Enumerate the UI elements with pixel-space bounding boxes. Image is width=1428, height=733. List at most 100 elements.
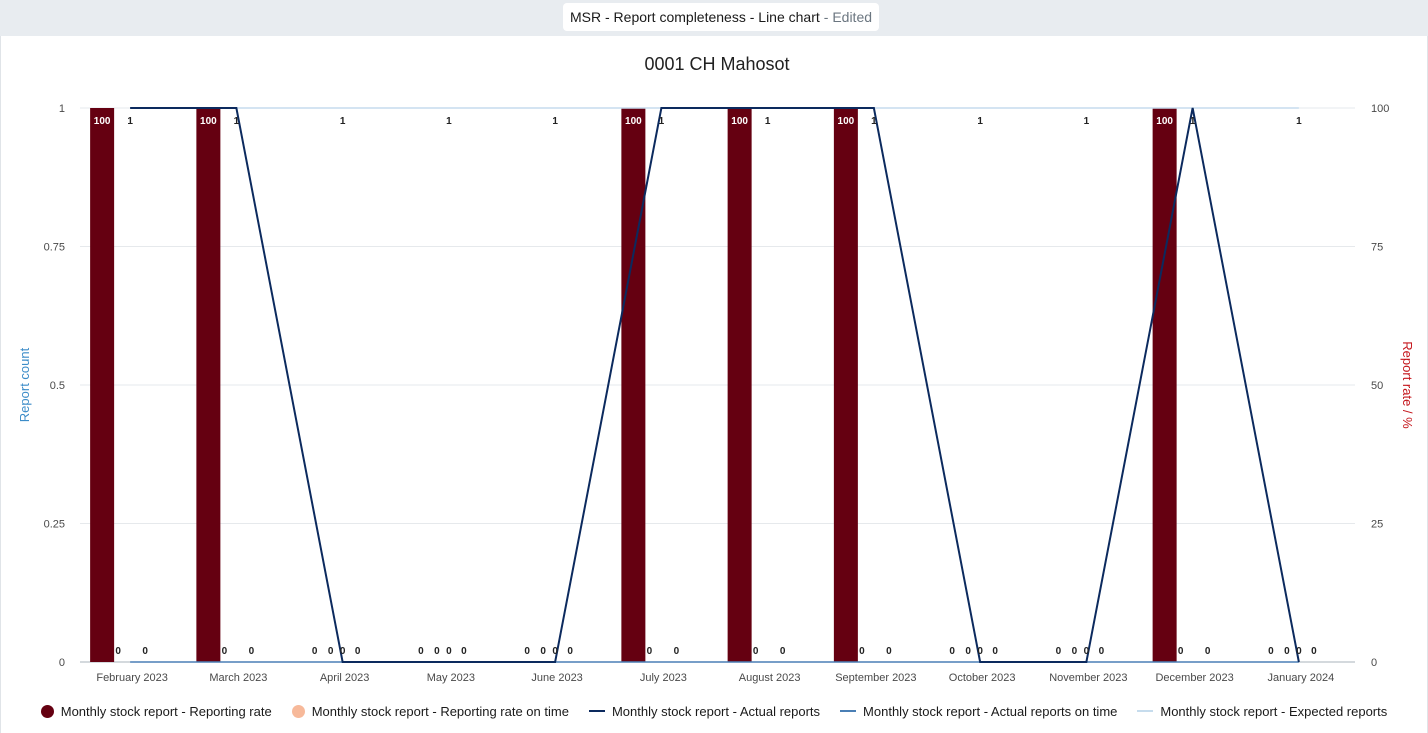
y2-tick-label: 50 [1371,380,1383,392]
expected-reports-data-label: 1 [977,116,983,127]
actual-reports-on-time-data-label: 0 [355,646,361,657]
reporting-rate-bar [90,108,115,662]
reporting-rate-on-time-data-label: 0 [965,646,971,657]
reporting-rate-on-time-data-label: 0 [222,646,228,657]
actual-reports-data-label: 0 [1084,646,1090,657]
actual-reports-on-time-data-label: 0 [1099,646,1105,657]
y2-tick-label: 100 [1371,103,1389,115]
expected-reports-data-label: 1 [871,116,877,127]
x-tick-label: June 2023 [531,672,582,684]
reporting-rate-data-label: 0 [524,646,530,657]
legend-item[interactable]: Monthly stock report - Reporting rate [40,704,272,719]
reporting-rate-bar [833,108,858,662]
reporting-rate-on-time-data-label: 0 [328,646,334,657]
x-tick-label: March 2023 [209,672,267,684]
actual-reports-on-time-data-label: 0 [461,646,467,657]
expected-reports-data-label: 1 [1296,116,1302,127]
reporting-rate-data-label: 100 [625,116,642,127]
actual-reports-on-time-data-label: 0 [1205,646,1211,657]
reporting-rate-on-time-data-label: 0 [1178,646,1184,657]
expected-reports-data-label: 1 [234,116,240,127]
x-tick-label: July 2023 [640,672,687,684]
reporting-rate-bar [196,108,221,662]
legend-label: Monthly stock report - Actual reports [611,703,821,719]
chart-header: MSR - Report completeness - Line chart -… [0,0,1428,36]
y2-tick-label: 75 [1371,242,1383,254]
reporting-rate-on-time-data-label: 0 [859,646,865,657]
reporting-rate-bar [621,108,646,662]
y2-tick-label: 25 [1371,519,1383,531]
actual-reports-on-time-data-label: 0 [674,646,680,657]
visualization-name: MSR - Report completeness - Line chart [570,9,820,25]
reporting-rate-data-label: 100 [838,116,855,127]
x-tick-label: December 2023 [1155,672,1233,684]
reporting-rate-on-time-data-label: 0 [1072,646,1078,657]
expected-reports-data-label: 1 [765,116,771,127]
y-tick-label: 0.5 [50,380,65,392]
reporting-rate-on-time-data-label: 0 [540,646,546,657]
x-tick-label: November 2023 [1049,672,1127,684]
reporting-rate-data-label: 100 [200,116,217,127]
x-tick-label: August 2023 [739,672,801,684]
reporting-rate-data-label: 0 [1268,646,1274,657]
expected-reports-data-label: 1 [446,116,452,127]
legend-item[interactable]: Monthly stock report - Actual reports [588,703,821,719]
reporting-rate-data-label: 100 [731,116,748,127]
reporting-rate-on-time-data-label: 0 [115,646,121,657]
reporting-rate-on-time-data-label: 0 [753,646,759,657]
expected-reports-data-label: 1 [1084,116,1090,127]
y-tick-label: 0.75 [44,242,65,254]
x-tick-label: January 2024 [1268,672,1335,684]
actual-reports-on-time-data-label: 0 [992,646,998,657]
legend-swatch [840,710,857,712]
x-tick-label: September 2023 [835,672,916,684]
reporting-rate-data-label: 100 [94,116,111,127]
edited-status: - Edited [823,9,873,25]
expected-reports-data-label: 1 [659,116,665,127]
chart-title-pill: MSR - Report completeness - Line chart -… [563,3,880,31]
reporting-rate-data-label: 0 [418,646,424,657]
actual-reports-data-label: 0 [1296,646,1302,657]
chart-legend: Monthly stock report - Reporting rate Mon… [0,700,1428,722]
x-tick-label: February 2023 [96,672,168,684]
legend-item[interactable]: Monthly stock report - Expected reports [1137,704,1387,719]
y2-axis-label: Report rate / % [1400,341,1415,429]
reporting-rate-data-label: 0 [1056,646,1062,657]
legend-item[interactable]: Monthly stock report - Actual reports on… [840,704,1117,719]
legend-swatch [291,704,305,718]
actual-reports-on-time-data-label: 0 [249,646,255,657]
expected-reports-data-label: 1 [1190,116,1196,127]
expected-reports-data-label: 1 [127,116,133,127]
y2-tick-label: 0 [1371,657,1377,669]
reporting-rate-data-label: 0 [312,646,318,657]
x-tick-label: October 2023 [949,672,1016,684]
actual-reports-data-label: 0 [340,646,346,657]
y-axis-label: Report count [17,347,32,422]
legend-swatch [40,704,54,718]
x-tick-label: May 2023 [427,672,475,684]
legend-label: Monthly stock report - Actual reports on… [863,703,1118,719]
reporting-rate-bar [727,108,752,662]
expected-reports-data-label: 1 [340,116,346,127]
y-tick-label: 0.25 [44,519,65,531]
actual-reports-on-time-data-label: 0 [142,646,148,657]
expected-reports-data-label: 1 [552,116,558,127]
actual-reports-data-label: 0 [446,646,452,657]
actual-reports-line [130,107,1300,663]
legend-label: Monthly stock report - Reporting rate on… [311,703,569,719]
reporting-rate-data-label: 0 [949,646,955,657]
legend-item[interactable]: Monthly stock report - Reporting rate on… [291,703,569,719]
actual-reports-on-time-data-label: 0 [886,646,892,657]
legend-swatch [1137,710,1154,712]
y-tick-label: 0 [59,657,65,669]
actual-reports-data-label: 0 [977,646,983,657]
reporting-rate-bar [1152,108,1177,662]
x-tick-label: April 2023 [320,672,370,684]
chart-canvas: 0001 CH Mahosot00.250.50.7510255075100Re… [17,54,1415,684]
actual-reports-data-label: 0 [552,646,558,657]
actual-reports-on-time-data-label: 0 [1311,646,1317,657]
legend-swatch [588,710,605,712]
reporting-rate-data-label: 100 [1156,116,1173,127]
chart-title: 0001 CH Mahosot [644,54,789,74]
reporting-rate-on-time-data-label: 0 [434,646,440,657]
